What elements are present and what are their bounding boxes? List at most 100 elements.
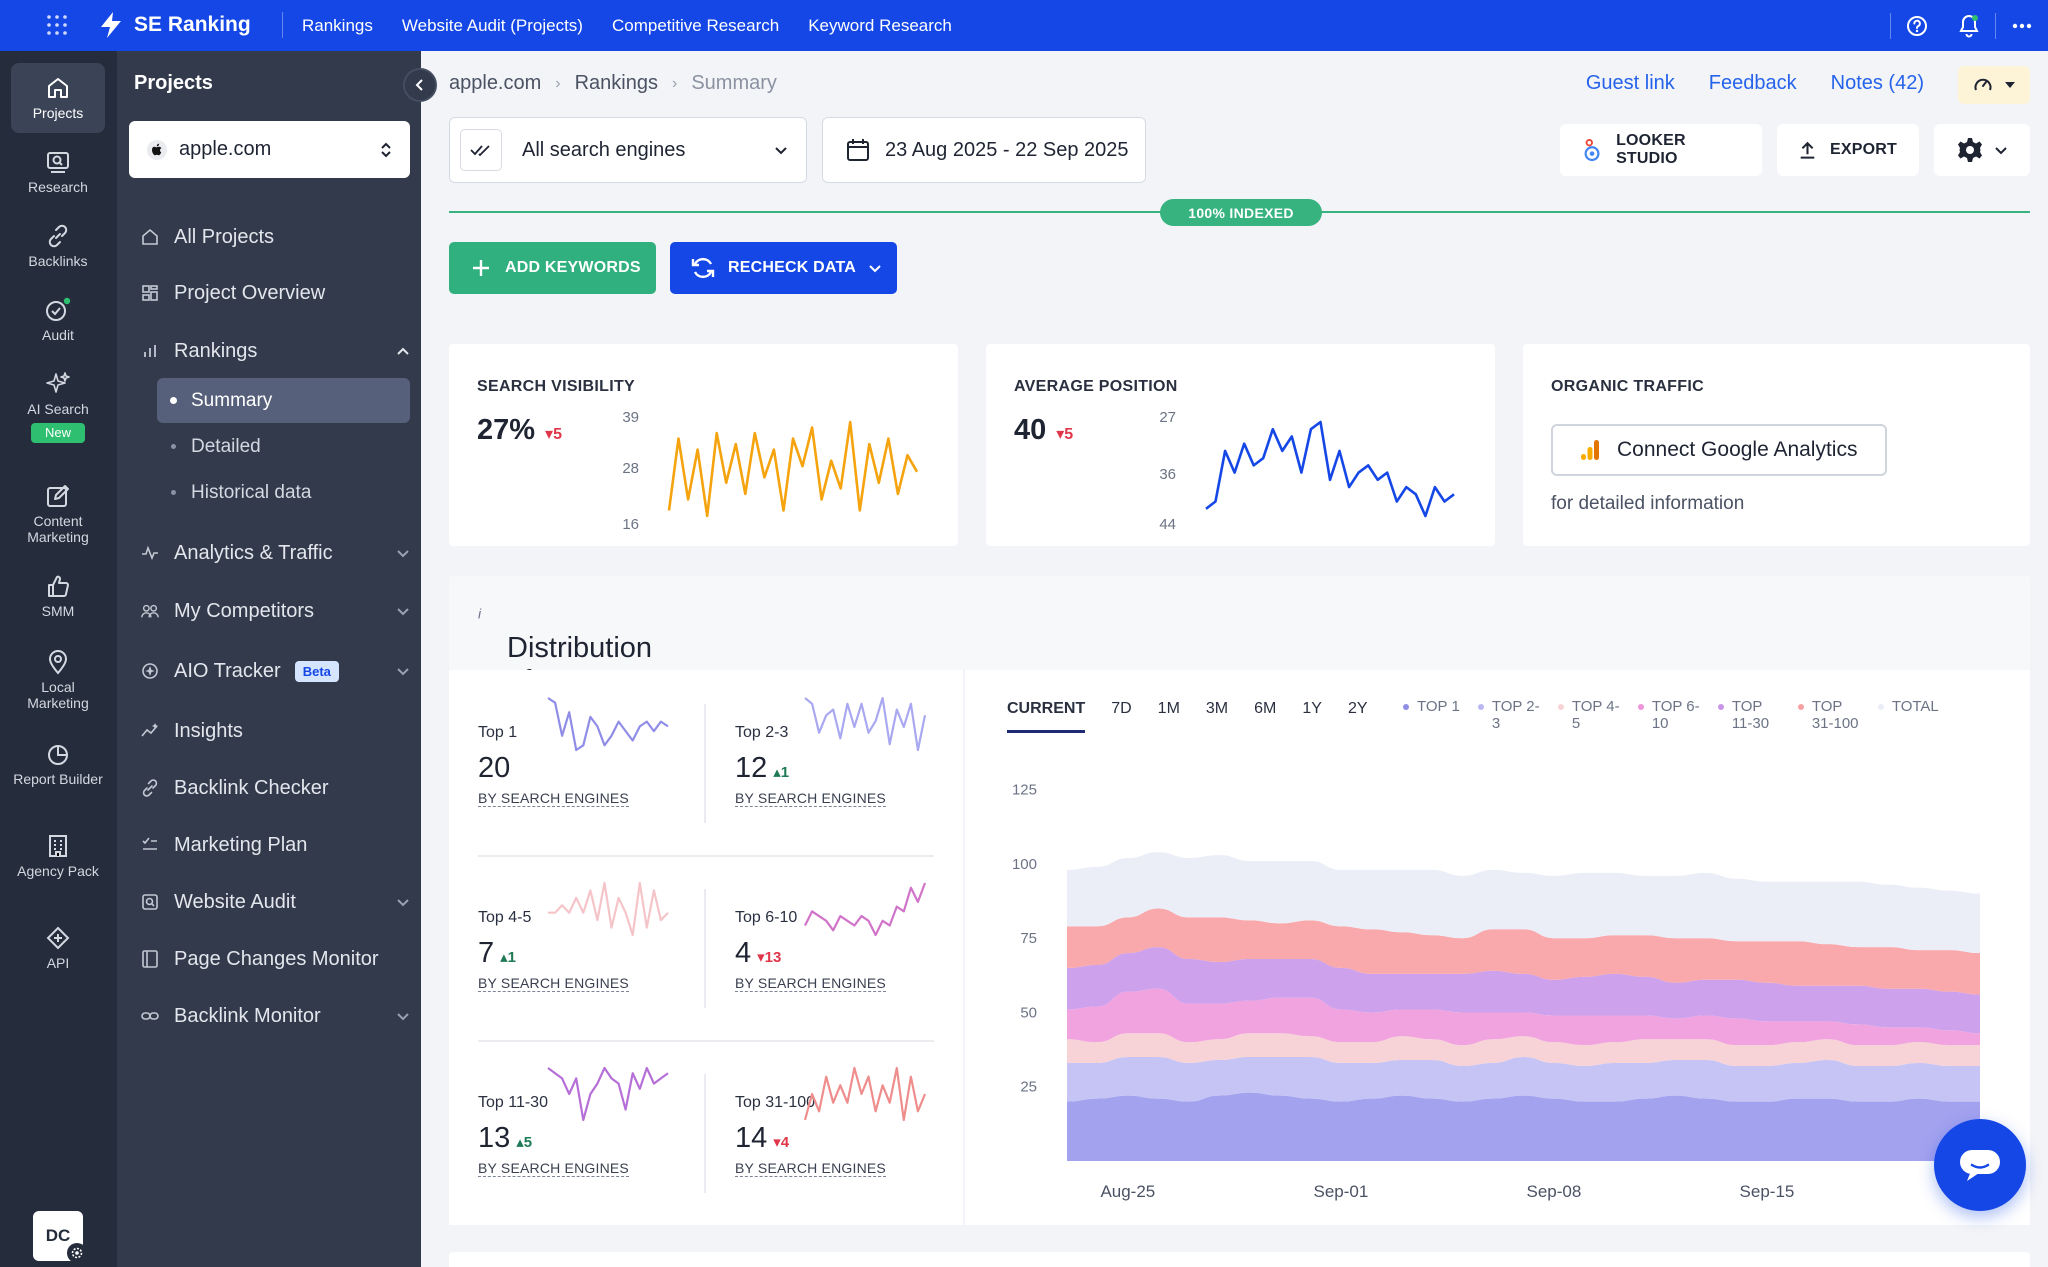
range-tab-2y[interactable]: 2Y bbox=[1347, 700, 1368, 717]
sidebar-item-website-audit[interactable]: Website Audit bbox=[140, 882, 410, 922]
add-keywords-button[interactable]: ADD KEYWORDS bbox=[449, 242, 656, 294]
sidebar-subitem-detailed[interactable]: Detailed bbox=[157, 424, 410, 469]
organic-traffic-card: ORGANIC TRAFFIC Connect Google Analytics… bbox=[1523, 344, 2030, 546]
chat-button[interactable] bbox=[1934, 1119, 2026, 1211]
notes-link[interactable]: Notes (42) bbox=[1830, 72, 1924, 94]
sidebar-item-aio-tracker[interactable]: AIO Tracker Beta bbox=[140, 651, 410, 691]
legend-item[interactable]: TOP 11-30 bbox=[1717, 698, 1780, 732]
tile-label: Top 11-30 bbox=[478, 1094, 548, 1111]
rail-research[interactable]: Research bbox=[11, 149, 105, 195]
rail-report-builder[interactable]: Report Builder bbox=[11, 741, 105, 787]
bullet bbox=[171, 444, 176, 449]
legend-label: TOP 1 bbox=[1417, 698, 1460, 715]
legend-dot bbox=[1797, 704, 1804, 710]
breadcrumb-rankings[interactable]: Rankings bbox=[574, 72, 658, 94]
help-icon[interactable] bbox=[1891, 0, 1943, 51]
range-tab-3m[interactable]: 3M bbox=[1205, 700, 1229, 717]
topnav-keyword-research[interactable]: Keyword Research bbox=[808, 15, 952, 35]
date-range-picker[interactable]: 23 Aug 2025 - 22 Sep 2025 bbox=[822, 117, 1146, 183]
by-search-engines-link[interactable]: BY SEARCH ENGINES bbox=[478, 790, 629, 807]
tile-delta-value: 1 bbox=[507, 949, 517, 966]
card-label: SEARCH VISIBILITY bbox=[477, 378, 636, 395]
tile-sparkline bbox=[548, 881, 669, 937]
legend-dot bbox=[1637, 704, 1644, 710]
collapse-sidebar-button[interactable] bbox=[403, 68, 437, 102]
speedometer-button[interactable] bbox=[1958, 66, 2030, 104]
range-tab-7d[interactable]: 7D bbox=[1111, 700, 1132, 717]
legend-item[interactable]: TOP 31-100 bbox=[1797, 698, 1860, 732]
rail-audit[interactable]: Audit bbox=[11, 297, 105, 343]
legend-item[interactable]: TOP 4-5 bbox=[1557, 698, 1620, 732]
rail-ai-search[interactable]: AI Search New bbox=[11, 371, 105, 443]
tile-value-number: 12 bbox=[735, 752, 768, 784]
sidebar-item-analytics-traffic[interactable]: Analytics & Traffic bbox=[140, 533, 410, 573]
breadcrumb-project[interactable]: apple.com bbox=[449, 72, 542, 94]
topnav-rankings[interactable]: Rankings bbox=[302, 15, 373, 35]
sidebar-item-all-projects[interactable]: All Projects bbox=[140, 217, 410, 257]
by-search-engines-link[interactable]: BY SEARCH ENGINES bbox=[478, 975, 629, 992]
metric-delta-value: 5 bbox=[1064, 426, 1074, 443]
gear-icon[interactable] bbox=[67, 1243, 87, 1263]
tile-sparkline bbox=[547, 697, 669, 752]
tile-label: Top 2-3 bbox=[735, 724, 789, 741]
pin-icon bbox=[48, 650, 68, 675]
search-engines-dropdown[interactable]: All search engines bbox=[449, 117, 807, 183]
info-icon[interactable]: i bbox=[478, 605, 482, 622]
range-tab-6m[interactable]: 6M bbox=[1254, 700, 1277, 717]
brand-logo[interactable]: SE Ranking bbox=[98, 10, 251, 40]
sidebar-item-marketing-plan[interactable]: Marketing Plan bbox=[140, 825, 410, 865]
sidebar-item-backlink-checker[interactable]: Backlink Checker bbox=[140, 768, 410, 808]
sidebar-item-insights[interactable]: Insights bbox=[140, 711, 410, 751]
settings-button[interactable] bbox=[1934, 124, 2030, 176]
pulse-icon bbox=[140, 543, 160, 563]
tile-sparkline bbox=[803, 1066, 927, 1122]
y-axis-tick: 75 bbox=[1020, 930, 1037, 947]
sidebar-subitem-summary[interactable]: Summary bbox=[157, 378, 410, 423]
rail-smm[interactable]: SMM bbox=[11, 573, 105, 619]
area-series bbox=[1067, 852, 1980, 954]
feedback-link[interactable]: Feedback bbox=[1708, 72, 1797, 94]
rail-projects[interactable]: Projects bbox=[11, 63, 105, 133]
rail-agency-pack[interactable]: Agency Pack bbox=[11, 833, 105, 879]
export-button[interactable]: EXPORT bbox=[1777, 124, 1919, 176]
rail-backlinks[interactable]: Backlinks bbox=[11, 223, 105, 269]
by-search-engines-link[interactable]: BY SEARCH ENGINES bbox=[735, 790, 886, 807]
sidebar-subitem-label: Detailed bbox=[191, 435, 261, 457]
legend-item[interactable]: TOP 2-3 bbox=[1477, 698, 1540, 732]
tile-label: Top 4-5 bbox=[478, 909, 532, 926]
range-tab-1y[interactable]: 1Y bbox=[1302, 700, 1322, 717]
apps-grid-icon[interactable] bbox=[46, 14, 68, 36]
topnav-website-audit[interactable]: Website Audit (Projects) bbox=[401, 15, 583, 35]
sidebar-item-page-changes-monitor[interactable]: Page Changes Monitor bbox=[140, 939, 410, 979]
more-icon[interactable] bbox=[1996, 0, 2048, 51]
legend-item[interactable]: TOP 6-10 bbox=[1637, 698, 1700, 732]
guest-link[interactable]: Guest link bbox=[1585, 72, 1675, 94]
sidebar-item-backlink-monitor[interactable]: Backlink Monitor bbox=[140, 996, 410, 1036]
legend-item[interactable]: TOTAL bbox=[1877, 698, 1939, 732]
rail-local-marketing[interactable]: Local Marketing bbox=[11, 649, 105, 711]
chain-icon bbox=[140, 1006, 160, 1026]
range-tab-1m[interactable]: 1M bbox=[1157, 700, 1180, 717]
x-axis-tick: Sep-01 bbox=[1313, 1182, 1368, 1201]
rail-api[interactable]: API bbox=[11, 925, 105, 971]
sidebar-item-rankings[interactable]: Rankings bbox=[140, 331, 410, 371]
by-search-engines-link[interactable]: BY SEARCH ENGINES bbox=[735, 1160, 886, 1177]
topnav-competitive-research[interactable]: Competitive Research bbox=[611, 15, 780, 35]
avatar[interactable]: DC bbox=[33, 1211, 83, 1261]
sidebar-item-my-competitors[interactable]: My Competitors bbox=[140, 591, 410, 631]
lightning-logo-icon bbox=[101, 12, 121, 38]
sidebar-subitem-historical-data[interactable]: Historical data bbox=[157, 470, 410, 515]
range-tab-current[interactable]: CURRENT bbox=[1007, 700, 1086, 733]
bell-icon[interactable] bbox=[1943, 0, 1995, 51]
looker-studio-button[interactable]: LOOKER STUDIO bbox=[1560, 124, 1762, 176]
recheck-data-button[interactable]: RECHECK DATA bbox=[670, 242, 897, 294]
by-search-engines-link[interactable]: BY SEARCH ENGINES bbox=[478, 1160, 629, 1177]
rail-content-marketing[interactable]: Content Marketing bbox=[11, 483, 105, 545]
by-search-engines-link[interactable]: BY SEARCH ENGINES bbox=[735, 975, 886, 992]
x-axis-tick: Sep-08 bbox=[1527, 1182, 1582, 1201]
project-selector[interactable]: apple.com bbox=[129, 121, 410, 178]
y-tick: 44 bbox=[1159, 516, 1176, 533]
legend-item[interactable]: TOP 1 bbox=[1403, 698, 1460, 732]
sidebar-item-project-overview[interactable]: Project Overview bbox=[140, 273, 410, 313]
connect-google-analytics-button[interactable]: Connect Google Analytics bbox=[1551, 424, 1887, 476]
